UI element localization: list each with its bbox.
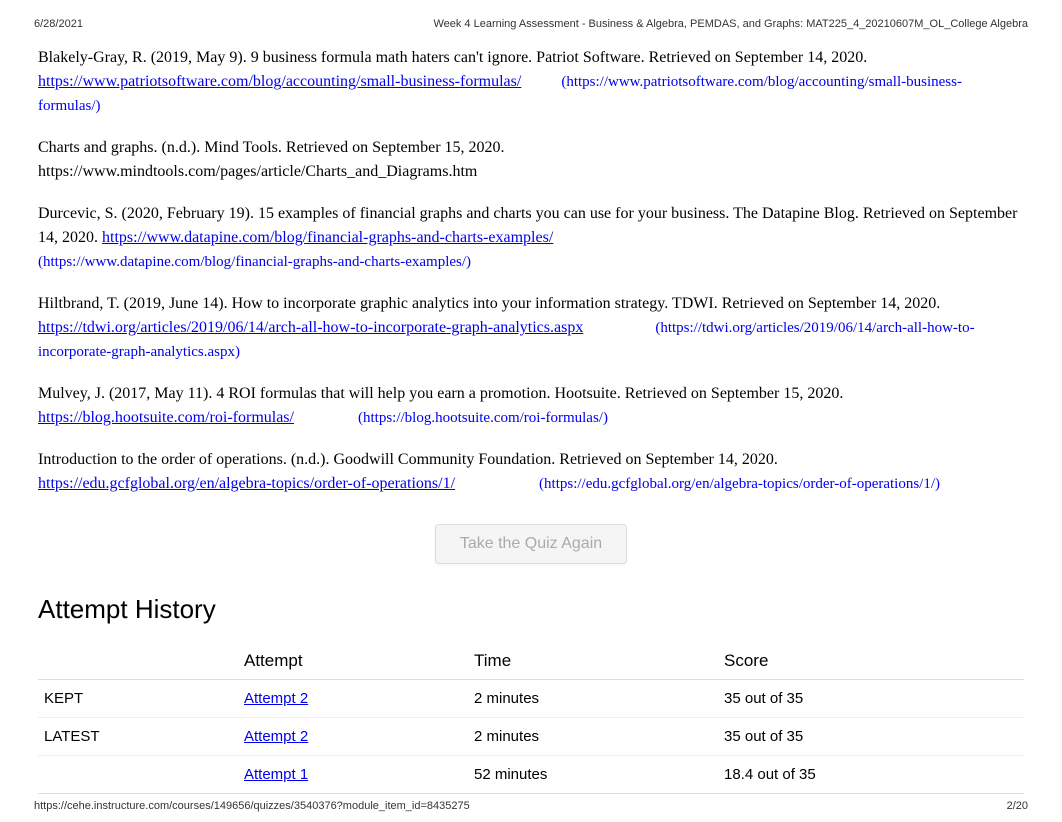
ref-link[interactable]: https://tdwi.org/articles/2019/06/14/arc… [38,319,583,336]
col-header-attempt: Attempt [238,643,468,680]
ref-text: Blakely-Gray, R. (2019, May 9). 9 busine… [38,49,867,66]
reference-6: Introduction to the order of operations.… [38,448,1024,496]
table-header-row: Attempt Time Score [38,643,1024,680]
cell-status: KEPT [38,680,238,718]
table-row: Attempt 1 52 minutes 18.4 out of 35 [38,756,1024,794]
ref-link[interactable]: https://edu.gcfglobal.org/en/algebra-top… [38,475,455,492]
footer-page: 2/20 [1007,800,1028,812]
ref-text: Hiltbrand, T. (2019, June 14). How to in… [38,295,940,312]
page-footer: https://cehe.instructure.com/courses/149… [0,800,1062,812]
ref-link[interactable]: https://blog.hootsuite.com/roi-formulas/ [38,409,294,426]
col-header-time: Time [468,643,718,680]
reference-5: Mulvey, J. (2017, May 11). 4 ROI formula… [38,382,1024,430]
col-header-status [38,643,238,680]
ref-text: Charts and graphs. (n.d.). Mind Tools. R… [38,139,505,156]
cell-score: 18.4 out of 35 [718,756,1024,794]
ref-paren-link: (https://edu.gcfglobal.org/en/algebra-to… [539,476,940,492]
attempt-link[interactable]: Attempt 2 [244,728,308,745]
cell-score: 35 out of 35 [718,718,1024,756]
ref-text: Introduction to the order of operations.… [38,451,778,468]
ref-plain-url: https://www.mindtools.com/pages/article/… [38,163,477,180]
page-header: 6/28/2021 Week 4 Learning Assessment - B… [0,0,1062,38]
cell-status: LATEST [38,718,238,756]
header-date: 6/28/2021 [34,18,83,30]
attempt-history-title: Attempt History [38,594,1024,625]
header-title: Week 4 Learning Assessment - Business & … [433,18,1028,30]
ref-link[interactable]: https://www.datapine.com/blog/financial-… [102,229,553,246]
attempt-link[interactable]: Attempt 1 [244,766,308,783]
attempt-link[interactable]: Attempt 2 [244,690,308,707]
cell-status [38,756,238,794]
ref-paren-link: (https://www.datapine.com/blog/financial… [38,254,471,270]
quiz-button-container: Take the Quiz Again [38,524,1024,564]
table-row: KEPT Attempt 2 2 minutes 35 out of 35 [38,680,1024,718]
reference-2: Charts and graphs. (n.d.). Mind Tools. R… [38,136,1024,184]
cell-score: 35 out of 35 [718,680,1024,718]
cell-time: 2 minutes [468,718,718,756]
footer-url: https://cehe.instructure.com/courses/149… [34,800,470,812]
ref-paren-link: (https://blog.hootsuite.com/roi-formulas… [358,410,608,426]
reference-3: Durcevic, S. (2020, February 19). 15 exa… [38,202,1024,274]
ref-link[interactable]: https://www.patriotsoftware.com/blog/acc… [38,73,521,90]
ref-text: Mulvey, J. (2017, May 11). 4 ROI formula… [38,385,843,402]
cell-time: 2 minutes [468,680,718,718]
content-area: Blakely-Gray, R. (2019, May 9). 9 busine… [0,38,1062,794]
cell-time: 52 minutes [468,756,718,794]
col-header-score: Score [718,643,1024,680]
table-row: LATEST Attempt 2 2 minutes 35 out of 35 [38,718,1024,756]
attempt-history-table: Attempt Time Score KEPT Attempt 2 2 minu… [38,643,1024,794]
reference-4: Hiltbrand, T. (2019, June 14). How to in… [38,292,1024,364]
take-quiz-again-button[interactable]: Take the Quiz Again [435,524,627,564]
reference-1: Blakely-Gray, R. (2019, May 9). 9 busine… [38,46,1024,118]
